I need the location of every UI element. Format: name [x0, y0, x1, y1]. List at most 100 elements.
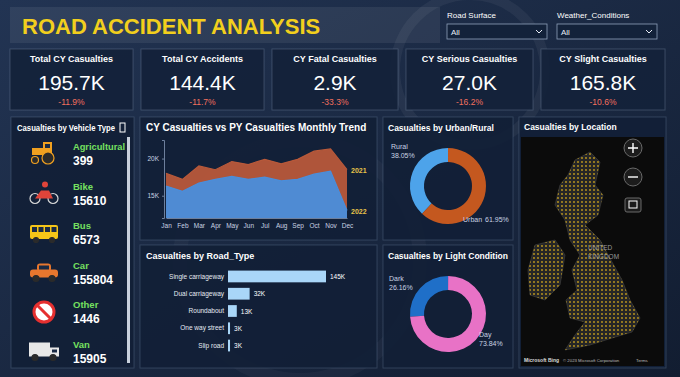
data-label: 13K	[241, 308, 253, 315]
map-land	[528, 240, 565, 300]
filter-dropdown[interactable]	[447, 24, 547, 39]
zoom-out-icon	[628, 176, 638, 177]
x-tick-label: Jul	[261, 222, 270, 229]
icon-wheel	[42, 152, 54, 164]
icon-window	[52, 350, 57, 353]
plot-area	[166, 149, 347, 218]
filter-value: All	[561, 28, 570, 37]
kpi-card-background	[10, 49, 133, 110]
x-tick: Jul	[261, 218, 270, 229]
zoom-out-button[interactable]	[624, 168, 642, 186]
x-tick-label: Sep	[292, 222, 304, 230]
kpi-card-background	[141, 49, 264, 110]
x-tick-label: Apr	[211, 222, 222, 230]
header-banner	[10, 7, 440, 43]
dropdown-chevron	[646, 30, 652, 33]
bar	[228, 340, 230, 352]
icon-wheel	[50, 238, 55, 243]
map-terms: Terms	[636, 358, 648, 363]
vehicle-row: Bus6573	[30, 220, 100, 247]
chart-title: Casualties by Road_Type	[146, 251, 254, 261]
vehicle-label: Other	[73, 299, 99, 310]
chart-panel	[383, 117, 513, 240]
data-label: 3K	[234, 342, 243, 349]
x-tick: Jan	[161, 218, 172, 229]
icon-wheel	[34, 238, 39, 243]
zoom-in-button[interactable]	[624, 139, 642, 157]
series-area	[166, 171, 347, 218]
y-axis-line	[162, 141, 165, 219]
dashboard: ROAD ACCIDENT ANALYSISRoad SurfaceAllWea…	[0, 0, 680, 377]
data-label: 32K	[254, 290, 266, 297]
map-panel	[519, 117, 666, 368]
filter-label: Road Surface	[447, 11, 496, 20]
dashboard-canvas: ROAD ACCIDENT ANALYSISRoad SurfaceAllWea…	[0, 0, 680, 377]
vehicle-icon	[34, 302, 54, 322]
kpi-change: -10.6%	[590, 97, 617, 107]
dashboard-title: ROAD ACCIDENT ANALYSIS	[22, 14, 320, 39]
vehicle-label: Bus	[73, 220, 91, 231]
bar	[228, 288, 250, 300]
zoom-in-icon	[628, 143, 638, 153]
icon-window	[52, 227, 57, 232]
x-tick-label: Feb	[177, 222, 189, 229]
kpi-change: -11.7%	[189, 97, 216, 107]
x-tick: Sep	[292, 218, 304, 230]
filter-label: Weather_Conditions	[557, 11, 629, 20]
kpi-value: 195.7K	[38, 71, 105, 94]
icon-body	[35, 191, 53, 199]
vehicle-value: 399	[73, 154, 93, 168]
kpi-card-background	[406, 49, 533, 110]
kpi-value: 2.9K	[313, 71, 356, 94]
plot-area	[228, 271, 326, 352]
kpi-title: CY Slight Casualties	[559, 54, 646, 64]
kpi-value: 144.4K	[169, 71, 236, 94]
slice-category: Day	[479, 331, 492, 339]
x-tick: Dec	[342, 218, 354, 229]
x-axis-line	[167, 218, 348, 219]
trend-chart: CY Casualties vs PY Casualties Monthly T…	[146, 122, 367, 230]
dropdown-chevron	[536, 30, 542, 33]
x-tick: May	[226, 218, 239, 230]
x-tick-label: Mar	[194, 222, 206, 229]
kpi-card-background	[541, 49, 665, 110]
y-tick-label: One way street	[180, 324, 224, 332]
series-area	[166, 149, 347, 218]
vehicle-row: Bike15610	[30, 181, 107, 208]
vehicle-row: Agricultural399	[32, 141, 126, 168]
slice	[410, 148, 448, 214]
data-label: 61.95%	[485, 216, 509, 223]
icon-body	[29, 343, 50, 357]
icon-ring	[34, 302, 54, 322]
chart-panel	[140, 117, 377, 240]
map: Casualties by LocationUNITEDKINGDOMMicro…	[521, 122, 664, 366]
select-icon	[629, 201, 637, 208]
icon-slash	[37, 305, 51, 319]
series-label: 2021	[351, 167, 367, 174]
select-button[interactable]	[625, 198, 641, 212]
filter-dropdown[interactable]	[557, 24, 657, 39]
chart-title: Casualties by Light Condition	[388, 251, 508, 261]
map-country-label: KINGDOM	[588, 253, 619, 260]
donut-chart: Casualties by Urban/RuralRural38.05%Urba…	[388, 123, 509, 224]
kpi-value: 27.0K	[442, 71, 497, 94]
kpi-change: -16.2%	[456, 97, 483, 107]
data-label: 38.05%	[391, 152, 415, 159]
map-points	[528, 240, 565, 300]
kpi-title: CY Serious Casualties	[422, 54, 517, 64]
filter: Weather_Conditions All	[557, 11, 657, 39]
x-tick: Jun	[244, 218, 255, 229]
icon-body	[30, 225, 58, 239]
kpi-card-background	[272, 49, 398, 110]
slice	[422, 148, 486, 224]
chart-title: CY Casualties vs PY Casualties Monthly T…	[146, 122, 366, 133]
x-tick-label: Aug	[276, 222, 288, 230]
scrollbar-track	[127, 137, 130, 363]
vehicle-row: Car155804	[30, 260, 113, 287]
y-axis: Single carriagewayDual carriagewayRounda…	[169, 273, 227, 350]
slice-category: Urban	[463, 216, 482, 223]
icon-window	[32, 227, 37, 232]
x-tick: Nov	[325, 218, 337, 229]
series-line	[166, 171, 347, 210]
vehicle-row: Other1446	[34, 299, 100, 326]
